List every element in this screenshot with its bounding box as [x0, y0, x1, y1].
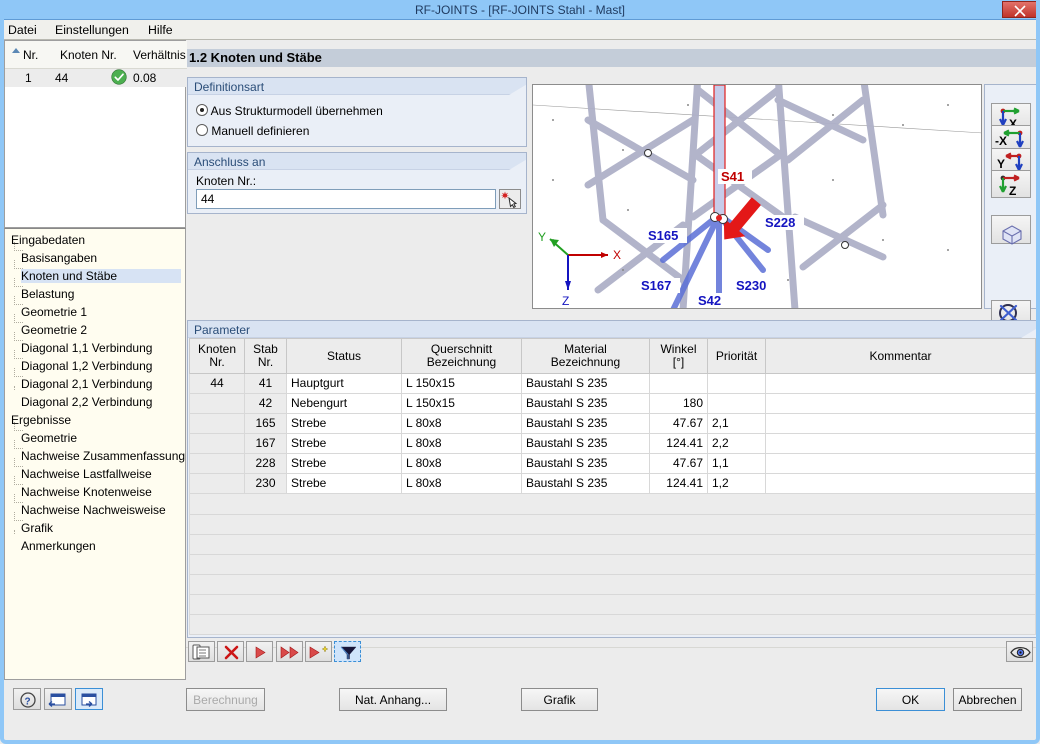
svg-text:Z: Z: [562, 294, 569, 308]
svg-text:S41: S41: [721, 169, 744, 184]
svg-text:-X: -X: [995, 134, 1007, 148]
svg-text:Z: Z: [1009, 184, 1016, 198]
svg-text:Y: Y: [997, 157, 1005, 171]
svg-text:S165: S165: [648, 228, 678, 243]
svg-text:S228: S228: [765, 215, 795, 230]
svg-text:S167: S167: [641, 278, 671, 293]
svg-text:Y: Y: [538, 230, 546, 244]
svg-text:?: ?: [25, 697, 31, 708]
svg-text:S230: S230: [736, 278, 766, 293]
svg-text:S42: S42: [698, 293, 721, 308]
svg-text:X: X: [613, 248, 621, 262]
